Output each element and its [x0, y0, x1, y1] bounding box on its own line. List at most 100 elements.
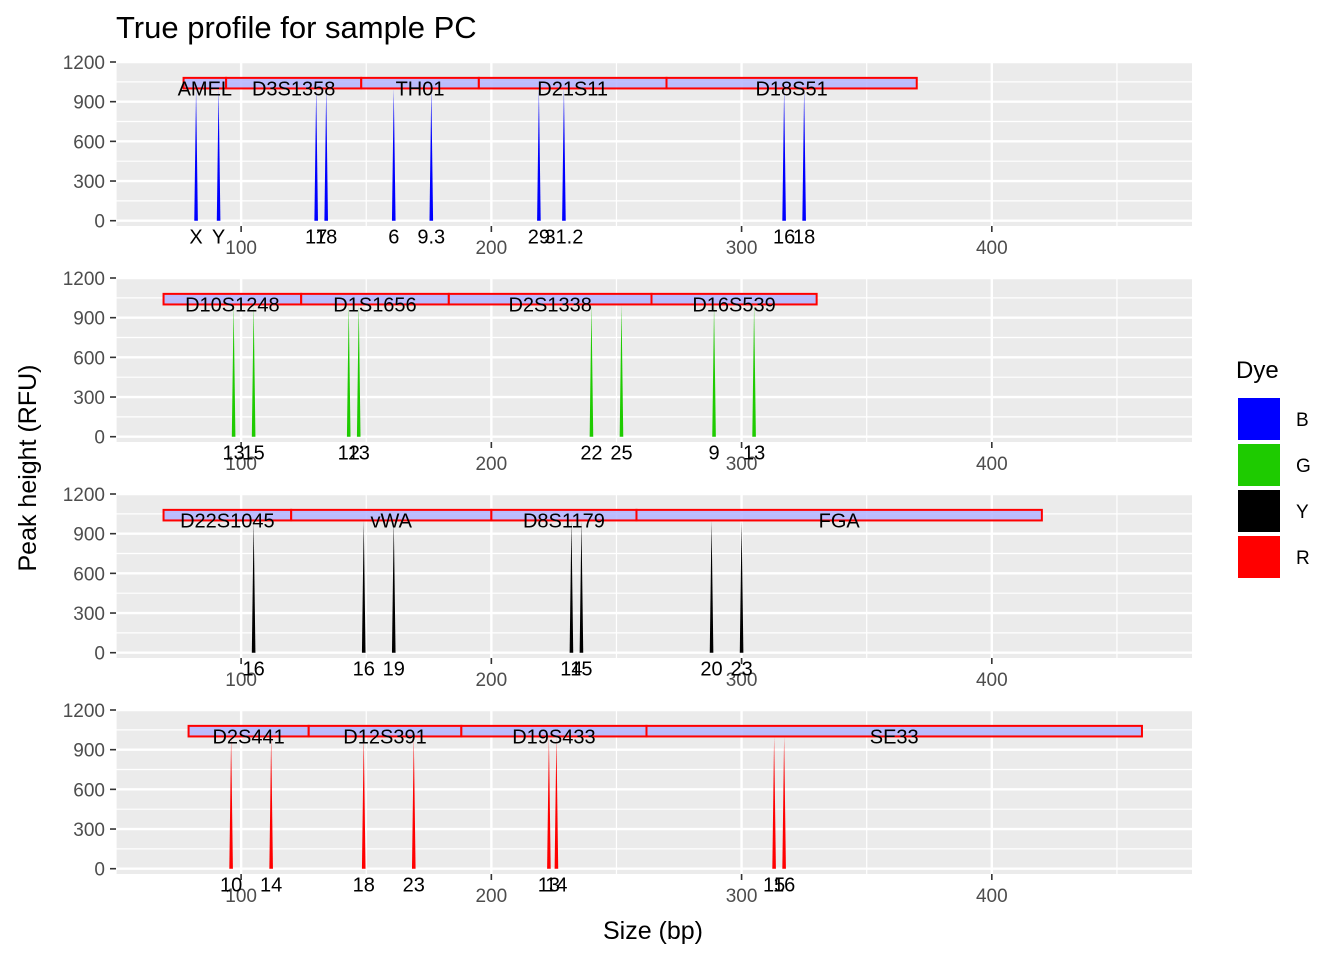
- peak: [429, 88, 434, 221]
- peak: [251, 304, 256, 437]
- y-tick-label: 900: [73, 525, 105, 546]
- allele-label: 16: [773, 875, 795, 897]
- x-tick-label: 300: [726, 886, 758, 907]
- marker-label: D21S11: [537, 78, 608, 100]
- x-tick-label: 400: [976, 886, 1008, 907]
- peak: [619, 304, 624, 437]
- x-tick-label: 400: [976, 454, 1008, 475]
- peak: [589, 304, 594, 437]
- y-tick-label: 300: [73, 388, 105, 409]
- allele-label: 19: [383, 659, 405, 681]
- x-tick-label: 200: [475, 670, 507, 691]
- peak: [229, 736, 233, 869]
- peak: [782, 88, 786, 221]
- y-tick-label: 0: [94, 860, 105, 881]
- marker-box: [645, 724, 1143, 738]
- marker-label: D12S391: [343, 726, 426, 748]
- legend-label: Y: [1296, 502, 1309, 523]
- legend-label: R: [1296, 548, 1310, 569]
- y-tick-label: 300: [73, 172, 105, 193]
- peak: [391, 520, 396, 653]
- allele-label: 18: [353, 875, 375, 897]
- panel-R: 0 300 600 900 1200 100 200 300 400 D2S441 D12S391 D…: [63, 701, 1192, 907]
- marker-box: [665, 76, 918, 90]
- allele-label: 20: [700, 659, 722, 681]
- marker-label: vWA: [371, 510, 413, 532]
- legend-label: G: [1296, 456, 1311, 477]
- peak: [709, 520, 714, 653]
- allele-label: 16: [773, 227, 795, 249]
- x-tick-label: 100: [225, 238, 257, 259]
- x-tick-label: 100: [225, 886, 257, 907]
- x-tick-label: 100: [225, 670, 257, 691]
- peak: [251, 520, 256, 653]
- allele-label: 25: [610, 443, 632, 465]
- y-tick-label: 300: [73, 604, 105, 625]
- x-tick-label: 300: [726, 454, 758, 475]
- allele-label: 23: [730, 659, 752, 681]
- marker-label: D2S441: [212, 726, 284, 748]
- legend-title: Dye: [1236, 357, 1279, 384]
- allele-label: 13: [538, 875, 560, 897]
- allele-label: 15: [763, 875, 785, 897]
- legend-key-G: [1238, 444, 1280, 486]
- x-tick-label: 200: [475, 886, 507, 907]
- peak: [802, 88, 806, 221]
- marker-label: D8S1179: [523, 510, 605, 532]
- marker-label: D16S539: [692, 294, 775, 316]
- peak: [314, 88, 318, 221]
- y-tick-label: 300: [73, 820, 105, 841]
- allele-label: 23: [403, 875, 425, 897]
- panel-B: 0 300 600 900 1200 100 200 300 400 AMEL D3S1358 TH0…: [63, 53, 1192, 259]
- y-tick-label: 600: [73, 132, 105, 153]
- peak: [361, 736, 366, 869]
- allele-label: X: [189, 227, 202, 249]
- legend-label: B: [1296, 410, 1309, 431]
- peak: [361, 520, 366, 653]
- x-tick-label: 400: [976, 670, 1008, 691]
- chart-title: True profile for sample PC: [116, 10, 477, 45]
- allele-label: 15: [570, 659, 592, 681]
- y-axis-title: Peak height (RFU): [14, 364, 42, 571]
- marker-label: FGA: [819, 510, 861, 532]
- allele-label: 18: [793, 227, 815, 249]
- x-tick-label: 400: [976, 238, 1008, 259]
- peak: [739, 520, 744, 653]
- marker-label: D1S1656: [333, 294, 416, 316]
- peak: [346, 304, 351, 437]
- peak: [411, 736, 416, 869]
- y-tick-label: 900: [73, 93, 105, 114]
- x-tick-label: 300: [726, 238, 758, 259]
- marker-box: [650, 292, 818, 306]
- peak: [356, 304, 361, 437]
- allele-label: 18: [315, 227, 337, 249]
- allele-label: 16: [353, 659, 375, 681]
- peak: [569, 520, 574, 653]
- allele-label: 22: [580, 443, 602, 465]
- marker-label: D10S1248: [185, 294, 280, 316]
- x-axis-title: Size (bp): [603, 917, 703, 945]
- allele-label: 9: [708, 443, 719, 465]
- peak: [324, 88, 328, 221]
- marker-label: D22S1045: [180, 510, 275, 532]
- y-tick-label: 0: [94, 428, 105, 449]
- y-tick-label: 0: [94, 644, 105, 665]
- peak: [772, 736, 776, 869]
- allele-label: Y: [212, 227, 225, 249]
- y-tick-label: 1200: [63, 269, 105, 290]
- peak: [547, 736, 551, 869]
- allele-label: 13: [348, 443, 370, 465]
- peak: [231, 304, 236, 437]
- peak: [391, 88, 396, 221]
- allele-label: 12: [338, 443, 360, 465]
- allele-label: 14: [260, 875, 282, 897]
- panel-G: 0 300 600 900 1200 100 200 300 400 D10S1248 D1S165…: [63, 269, 1192, 475]
- legend: Dye B G Y R: [1236, 357, 1311, 578]
- peak: [554, 736, 559, 869]
- marker-label: D19S433: [512, 726, 595, 748]
- allele-label: 17: [305, 227, 327, 249]
- y-tick-label: 900: [73, 309, 105, 330]
- marker-label: AMEL: [178, 78, 232, 100]
- marker-label: D2S1338: [508, 294, 591, 316]
- marker-label: D18S51: [755, 78, 827, 100]
